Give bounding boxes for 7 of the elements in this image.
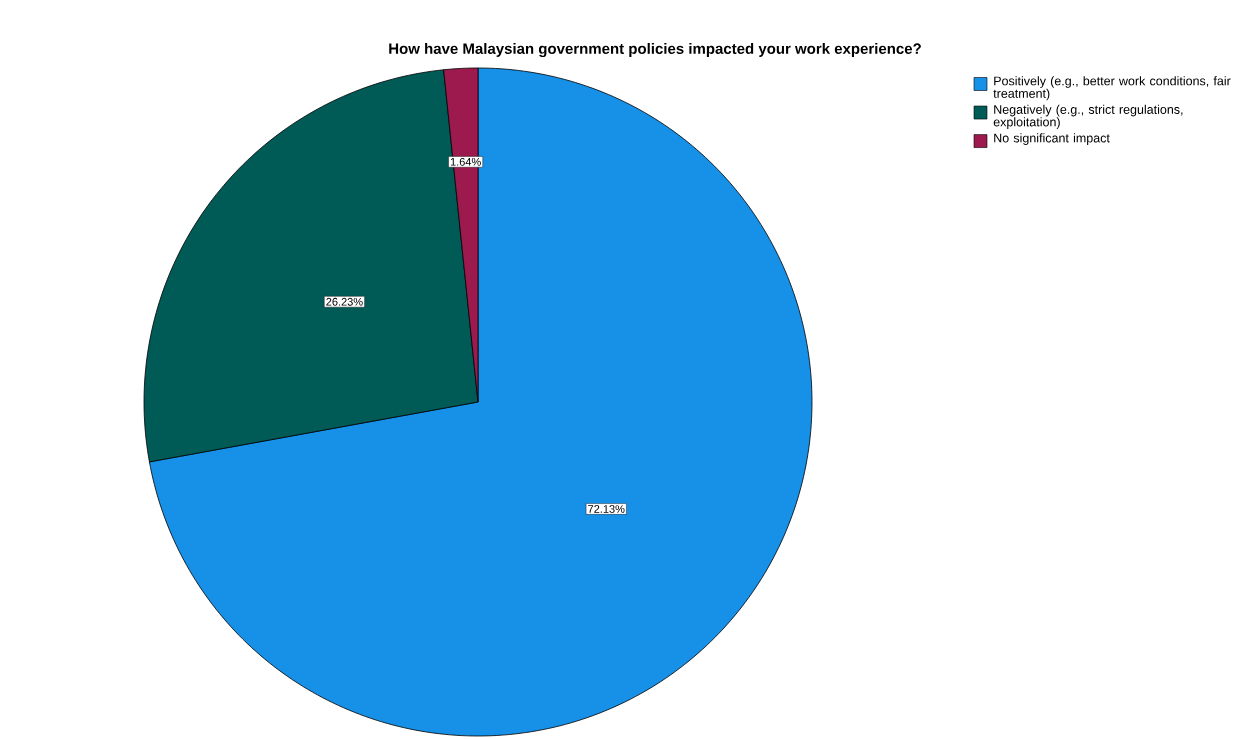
legend-label: Negatively (e.g., strict regulations, exploitation) <box>993 104 1183 129</box>
legend-label: Positively (e.g., better work conditions, fair treatment) <box>993 76 1231 101</box>
legend-label: No significant impact <box>994 133 1110 145</box>
data-label: 26.23% <box>326 297 363 306</box>
chart-title: How have Malaysian government policies impacted your work experience? <box>389 42 921 58</box>
data-label: 72.13% <box>588 505 625 513</box>
data-label: 1.64% <box>450 157 481 166</box>
